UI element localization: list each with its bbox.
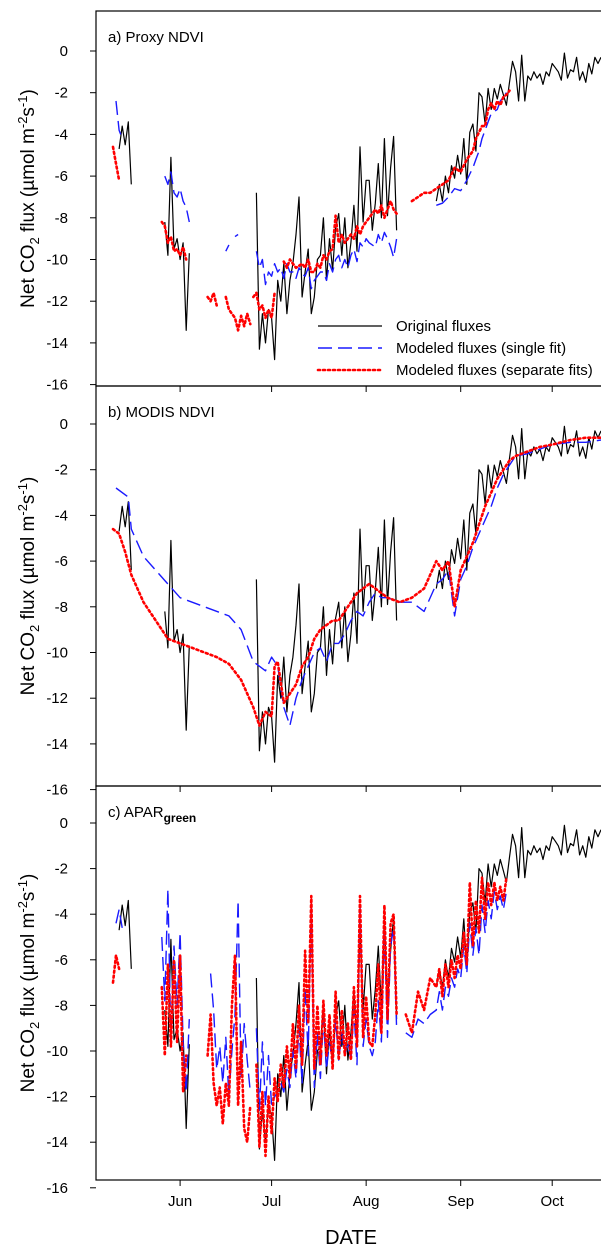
y-tick-label: -16 bbox=[46, 377, 68, 394]
plot-frame bbox=[95, 785, 601, 1181]
y-tick-label: -8 bbox=[55, 599, 68, 616]
panel-3: 0 -2 -4 -6 -8 -10 -12 -14 -16 Jun Jul Aug Sep Oct Net … bbox=[15, 785, 601, 1210]
y-tick-label: 0 bbox=[60, 815, 68, 832]
y-tick-label: -12 bbox=[46, 1089, 68, 1106]
series-line-dashed bbox=[115, 100, 123, 139]
series-line-solid bbox=[435, 425, 601, 590]
x-tick-label: Jun bbox=[168, 1193, 192, 1210]
series-line-dotted bbox=[206, 291, 218, 307]
series-line-dashed bbox=[436, 92, 507, 206]
y-tick-label: -10 bbox=[46, 645, 68, 662]
y-tick-label: -12 bbox=[46, 293, 68, 310]
legend-label: Original fluxes bbox=[396, 318, 491, 335]
series-line-solid bbox=[435, 52, 601, 202]
y-tick-label: -2 bbox=[55, 462, 68, 479]
series-line-dashed bbox=[225, 244, 230, 252]
y-axis-title: Net CO2 flux (µmol m-2s-1) bbox=[15, 89, 42, 308]
series-line-dotted bbox=[252, 291, 276, 320]
y-tick-label: -16 bbox=[46, 782, 68, 799]
series-group bbox=[111, 425, 601, 763]
y-axis-title: Net CO2 flux (µmol m-2s-1) bbox=[15, 477, 42, 696]
x-axis-title: DATE bbox=[325, 1227, 377, 1249]
panel-title: b) MODIS NDVI bbox=[108, 404, 215, 421]
y-tick-label: -4 bbox=[55, 126, 68, 143]
series-line-solid bbox=[435, 824, 601, 988]
y-tick-label: 0 bbox=[60, 416, 68, 433]
y-tick-label: 0 bbox=[60, 43, 68, 60]
y-tick-label: -16 bbox=[46, 1180, 68, 1197]
series-line-dashed bbox=[115, 439, 601, 727]
y-tick-label: -4 bbox=[55, 507, 68, 524]
series-line-dotted bbox=[111, 436, 601, 727]
panel-1: 0 -2 -4 -6 -8 -10 -12 -14 -16 Net CO2 flux (µmol … bbox=[15, 10, 601, 394]
series-line-dotted bbox=[404, 876, 508, 1035]
x-tick-label: Sep bbox=[447, 1193, 474, 1210]
y-axis-title: Net CO2 flux (µmol m-2s-1) bbox=[15, 874, 42, 1093]
series-line-dashed bbox=[234, 233, 239, 238]
y-tick-label: -6 bbox=[55, 168, 68, 185]
legend-label: Modeled fluxes (separate fits) bbox=[396, 362, 593, 379]
series-line-dotted bbox=[282, 199, 398, 274]
series-line-solid bbox=[118, 501, 132, 571]
x-tick-label: Jul bbox=[262, 1193, 281, 1210]
y-tick-label: -10 bbox=[46, 1043, 68, 1060]
panel-title: c) APARgreen bbox=[108, 804, 196, 825]
y-tick-label: -2 bbox=[55, 85, 68, 102]
y-tick-label: -8 bbox=[55, 210, 68, 227]
series-line-dashed bbox=[115, 908, 123, 929]
y-tick-label: -2 bbox=[55, 861, 68, 878]
series-line-dotted bbox=[410, 89, 511, 203]
legend-label: Modeled fluxes (single fit) bbox=[396, 340, 566, 357]
y-tick-label: -14 bbox=[46, 736, 68, 753]
y-tick-label: -6 bbox=[55, 553, 68, 570]
series-line-dotted bbox=[224, 295, 252, 332]
y-tick-label: -6 bbox=[55, 952, 68, 969]
series-line-solid bbox=[118, 899, 132, 969]
series-line-dotted bbox=[111, 953, 121, 984]
panel-2: 0 -2 -4 -6 -8 -10 -12 -14 -16 Net CO2 flux (µmol … bbox=[15, 385, 601, 799]
series-group bbox=[111, 824, 601, 1161]
series-line-dashed bbox=[255, 899, 398, 1111]
series-line-solid bbox=[118, 121, 132, 185]
series-group bbox=[111, 52, 601, 361]
x-tick-label: Aug bbox=[353, 1193, 380, 1210]
panel-title: a) Proxy NDVI bbox=[108, 29, 204, 46]
series-line-dotted bbox=[255, 894, 398, 1158]
y-tick-label: -14 bbox=[46, 335, 68, 352]
series-line-solid bbox=[164, 539, 190, 731]
y-tick-label: -4 bbox=[55, 906, 68, 923]
series-line-dotted bbox=[206, 953, 252, 1144]
y-tick-label: -14 bbox=[46, 1134, 68, 1151]
y-tick-label: -12 bbox=[46, 690, 68, 707]
x-tick-label: Oct bbox=[541, 1193, 565, 1210]
series-line-solid bbox=[255, 517, 398, 763]
series-line-solid bbox=[164, 156, 190, 331]
y-tick-label: -10 bbox=[46, 252, 68, 269]
legend: Original fluxes Modeled fluxes (single fi… bbox=[316, 318, 593, 379]
series-line-dashed bbox=[255, 231, 398, 290]
series-line-dotted bbox=[111, 145, 121, 182]
series-line-dotted bbox=[160, 220, 188, 261]
series-line-dashed bbox=[164, 171, 190, 223]
y-tick-label: -8 bbox=[55, 997, 68, 1014]
series-line-dotted bbox=[160, 953, 188, 1094]
